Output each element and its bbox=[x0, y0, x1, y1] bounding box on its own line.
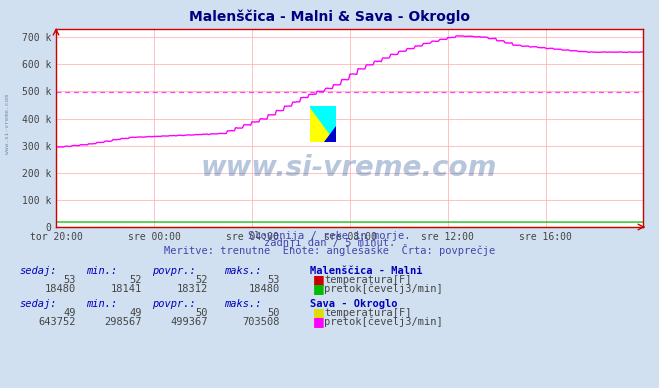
Text: 499367: 499367 bbox=[170, 317, 208, 327]
Text: ■: ■ bbox=[313, 273, 325, 286]
Text: 52: 52 bbox=[129, 275, 142, 285]
Text: maks.:: maks.: bbox=[224, 298, 262, 308]
Text: 53: 53 bbox=[63, 275, 76, 285]
Text: 643752: 643752 bbox=[38, 317, 76, 327]
Text: zadnji dan / 5 minut.: zadnji dan / 5 minut. bbox=[264, 238, 395, 248]
Polygon shape bbox=[310, 106, 336, 142]
Text: Meritve: trenutne  Enote: anglešaške  Črta: povprečje: Meritve: trenutne Enote: anglešaške Črta… bbox=[164, 244, 495, 256]
Text: maks.:: maks.: bbox=[224, 265, 262, 275]
Text: ■: ■ bbox=[313, 306, 325, 319]
Text: 18141: 18141 bbox=[111, 284, 142, 294]
Text: 49: 49 bbox=[129, 308, 142, 318]
Text: www.si-vreme.com: www.si-vreme.com bbox=[5, 94, 11, 154]
Text: www.si-vreme.com: www.si-vreme.com bbox=[201, 154, 498, 182]
Text: sedaj:: sedaj: bbox=[20, 265, 57, 275]
Text: 53: 53 bbox=[268, 275, 280, 285]
Text: Malenščica - Malni: Malenščica - Malni bbox=[310, 265, 422, 275]
Text: povpr.:: povpr.: bbox=[152, 298, 195, 308]
Text: ■: ■ bbox=[313, 315, 325, 328]
Text: pretok[čevelj3/min]: pretok[čevelj3/min] bbox=[324, 283, 443, 294]
Text: min.:: min.: bbox=[86, 265, 117, 275]
Text: Malenščica - Malni & Sava - Okroglo: Malenščica - Malni & Sava - Okroglo bbox=[189, 9, 470, 24]
Text: povpr.:: povpr.: bbox=[152, 265, 195, 275]
Text: 49: 49 bbox=[63, 308, 76, 318]
Text: temperatura[F]: temperatura[F] bbox=[324, 308, 412, 318]
Text: 703508: 703508 bbox=[243, 317, 280, 327]
Polygon shape bbox=[310, 106, 336, 142]
Text: temperatura[F]: temperatura[F] bbox=[324, 275, 412, 285]
Polygon shape bbox=[324, 126, 336, 142]
Text: 50: 50 bbox=[268, 308, 280, 318]
Text: 298567: 298567 bbox=[104, 317, 142, 327]
Text: pretok[čevelj3/min]: pretok[čevelj3/min] bbox=[324, 316, 443, 327]
Text: 50: 50 bbox=[195, 308, 208, 318]
Text: Sava - Okroglo: Sava - Okroglo bbox=[310, 298, 397, 308]
Text: 18480: 18480 bbox=[249, 284, 280, 294]
Text: Slovenija / reke in morje.: Slovenija / reke in morje. bbox=[248, 230, 411, 241]
Text: min.:: min.: bbox=[86, 298, 117, 308]
Text: 18480: 18480 bbox=[45, 284, 76, 294]
Text: ■: ■ bbox=[313, 282, 325, 295]
Text: 18312: 18312 bbox=[177, 284, 208, 294]
Text: sedaj:: sedaj: bbox=[20, 298, 57, 308]
Text: 52: 52 bbox=[195, 275, 208, 285]
